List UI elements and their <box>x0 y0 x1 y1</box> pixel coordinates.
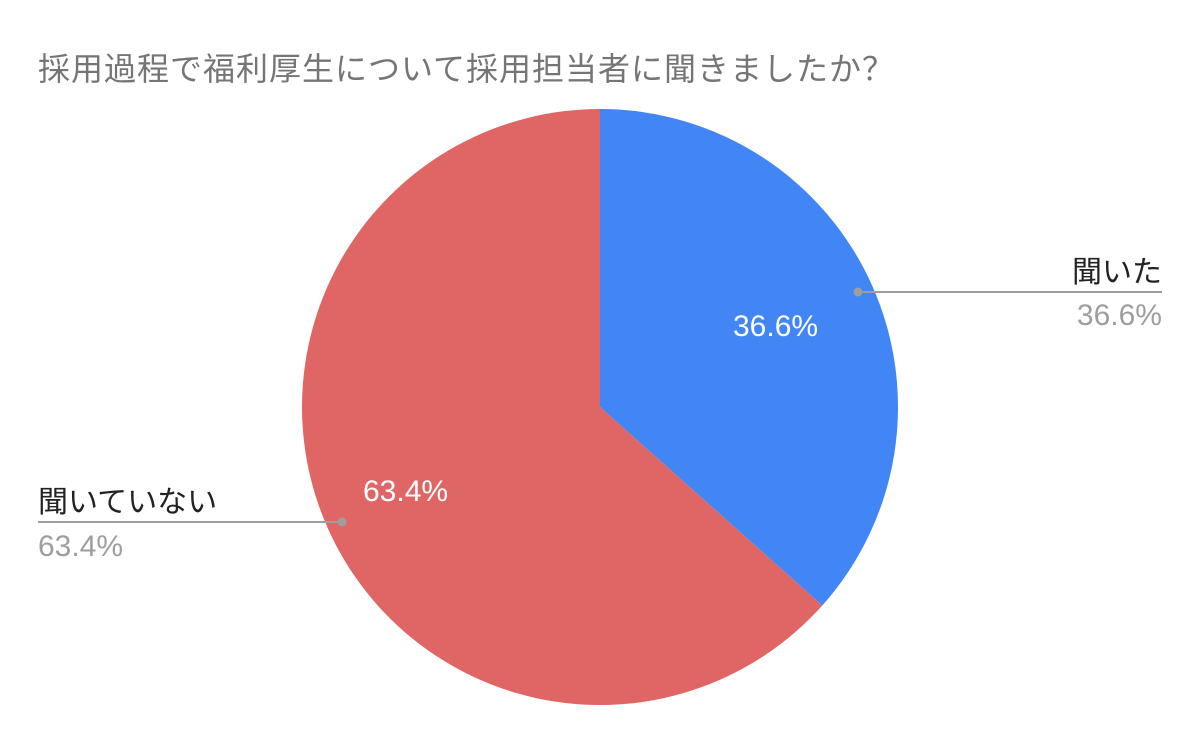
slice-label-slice1: 36.6% <box>733 310 819 343</box>
leader-dot-slice2 <box>337 517 347 527</box>
pie-slice-2 <box>302 109 823 705</box>
leader-dot-slice1 <box>853 287 863 297</box>
chart-title: 採用過程で福利厚生について採用担当者に聞きましたか？ <box>38 50 896 88</box>
legend-value-slice1: 36.6% <box>1076 299 1162 332</box>
legend-value-slice2: 63.4% <box>38 530 124 563</box>
pie-slice-1 <box>600 109 899 606</box>
legend-name-slice2: 聞いていない <box>38 485 218 520</box>
slice-label-slice2: 63.4% <box>363 475 449 508</box>
legend-name-slice1: 聞いた <box>1072 255 1162 290</box>
pie-slices <box>302 109 899 705</box>
